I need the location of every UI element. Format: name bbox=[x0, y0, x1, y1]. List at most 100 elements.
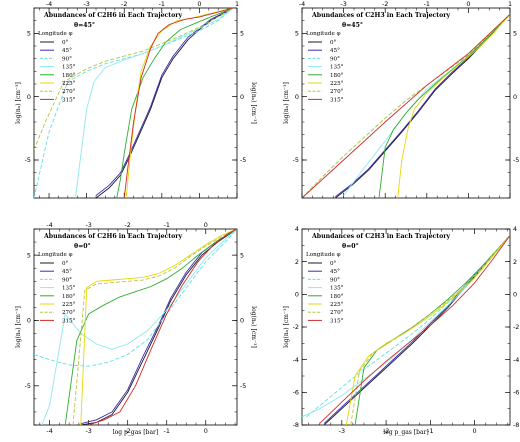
series-line-270deg bbox=[34, 8, 234, 151]
plot-frame bbox=[33, 228, 238, 426]
y-tick-label: 5 bbox=[27, 30, 31, 38]
series-group bbox=[34, 8, 234, 198]
right-y-tick-label: -8 bbox=[513, 421, 519, 429]
right-y-tick-label: 5 bbox=[240, 251, 244, 259]
right-y-tick-label: 0 bbox=[240, 317, 244, 325]
y-tick-label: 0 bbox=[295, 291, 299, 299]
x-tick-label: -3 bbox=[85, 427, 91, 435]
chart-subtitle: θ=0° bbox=[74, 243, 91, 250]
right-y-tick-label: -5 bbox=[240, 382, 246, 390]
legend-label: 315° bbox=[62, 97, 76, 103]
legend-title: Longitude φ bbox=[306, 31, 341, 37]
top-x-tick-label: -4 bbox=[299, 0, 305, 8]
y-tick-label: -8 bbox=[293, 421, 299, 429]
legend-label: 0° bbox=[62, 40, 69, 46]
legend-label: 90° bbox=[330, 56, 340, 62]
legend-label: 270° bbox=[62, 89, 76, 95]
legend-label: 270° bbox=[62, 310, 76, 316]
series-line-180deg bbox=[64, 229, 237, 425]
series-line-315deg bbox=[319, 235, 510, 424]
top-x-tick-label: 0 bbox=[197, 0, 201, 8]
y-tick-label: 0 bbox=[27, 317, 31, 325]
x-tick-label: -2 bbox=[125, 427, 131, 435]
chart-panel-4: -3 -2 -1 0 -8 -6 -4 -2 0 2 4 -8 -6 -4 -2 0 2 4 log(nₓ) [cm… bbox=[283, 225, 519, 436]
series-line-90deg bbox=[306, 235, 510, 418]
legend-label: 135° bbox=[330, 286, 344, 292]
y-axis-label: log(nₓ) [cm⁻³] bbox=[15, 306, 22, 348]
legend-title: Longitude φ bbox=[38, 31, 73, 37]
series-line-180deg bbox=[116, 8, 234, 198]
x-tick-label: -4 bbox=[46, 427, 52, 435]
y-axis-label: log(nₓ) [cm⁻³] bbox=[15, 82, 22, 124]
top-x-tick-label: -4 bbox=[46, 221, 52, 229]
y-tick-label: -4 bbox=[293, 356, 299, 364]
series-line-0deg bbox=[80, 229, 237, 425]
x-tick-label: 0 bbox=[204, 427, 208, 435]
top-x-tick-label: -2 bbox=[382, 0, 388, 8]
top-x-tick-label: -3 bbox=[340, 0, 346, 8]
x-tick-label: -1 bbox=[164, 427, 170, 435]
series-group bbox=[302, 235, 510, 425]
right-y-tick-label: 0 bbox=[513, 291, 517, 299]
chart-subtitle: θ=45° bbox=[342, 22, 363, 29]
legend-label: 225° bbox=[62, 81, 76, 87]
chart-title: Abundances of C2H6 in Each Trajectory bbox=[43, 233, 183, 240]
right-y-tick-label: 5 bbox=[513, 30, 517, 38]
chart-title: Abundances of C2H6 in Each Trajectory bbox=[43, 12, 183, 19]
legend-label: 270° bbox=[330, 89, 344, 95]
series-line-270deg bbox=[302, 13, 510, 198]
y-tick-label: 5 bbox=[27, 251, 31, 259]
top-x-tick-label: -2 bbox=[125, 221, 131, 229]
legend-label: 315° bbox=[62, 318, 76, 324]
legend-label: 90° bbox=[62, 56, 72, 62]
series-line-315deg bbox=[123, 8, 234, 198]
legend-label: 0° bbox=[62, 261, 69, 267]
right-y-axis-label: log(nₓ) [cm⁻³] bbox=[250, 306, 257, 348]
legend-label: 180° bbox=[62, 294, 76, 300]
top-x-tick-label: -1 bbox=[159, 0, 165, 8]
legend-label: 45° bbox=[62, 269, 72, 275]
series-line-315deg bbox=[302, 13, 510, 198]
y-tick-label: 2 bbox=[295, 258, 299, 266]
top-x-tick-label: 1 bbox=[508, 0, 512, 8]
plot-frame bbox=[301, 228, 511, 426]
chart-subtitle: θ=45° bbox=[74, 22, 95, 29]
top-x-tick-label: -2 bbox=[121, 0, 127, 8]
top-x-tick-label: 0 bbox=[204, 221, 208, 229]
chart-subtitle: θ=0° bbox=[342, 243, 359, 250]
chart-title: Abundances of C2H3 in Each Trajectory bbox=[311, 233, 451, 240]
series-line-90deg bbox=[34, 8, 234, 198]
legend-label: 180° bbox=[330, 294, 344, 300]
chart-panel-3: -4 -4 -3 -3 -2 -2 -1 -1 0 0 -5 0 5 -5 0 5 log(nₓ) [cm⁻³]… bbox=[15, 221, 257, 436]
y-tick-label: -6 bbox=[293, 389, 299, 397]
legend-label: 270° bbox=[330, 310, 344, 316]
y-tick-label: 0 bbox=[295, 93, 299, 101]
x-tick-label: -3 bbox=[339, 427, 345, 435]
series-line-270deg bbox=[72, 229, 237, 425]
y-tick-label: 5 bbox=[295, 30, 299, 38]
series-line-90deg bbox=[34, 229, 237, 367]
right-y-tick-label: -2 bbox=[513, 323, 519, 331]
x-tick-label: 0 bbox=[473, 427, 477, 435]
y-axis-label: log(nₓ) [cm⁻³] bbox=[283, 306, 290, 348]
x-tick-label: -2 bbox=[383, 427, 389, 435]
series-line-135deg bbox=[74, 8, 234, 198]
top-x-tick-label: -3 bbox=[83, 0, 89, 8]
legend-title: Longitude φ bbox=[306, 252, 341, 258]
right-y-tick-label: -5 bbox=[240, 156, 246, 164]
right-y-axis-label: log(nₓ) [cm⁻³] bbox=[250, 82, 257, 124]
chart-title: Abundances of C2H3 in Each Trajectory bbox=[311, 12, 451, 19]
y-tick-label: -5 bbox=[25, 156, 31, 164]
y-axis-label: log(nₓ) [cm⁻³] bbox=[283, 82, 290, 124]
top-x-tick-label: -1 bbox=[424, 0, 430, 8]
series-line-45deg bbox=[95, 8, 234, 196]
legend-label: 315° bbox=[330, 318, 344, 324]
right-y-tick-label: 0 bbox=[240, 93, 244, 101]
right-y-tick-label: 2 bbox=[513, 258, 517, 266]
legend-label: 225° bbox=[330, 81, 344, 87]
series-group bbox=[302, 13, 510, 198]
legend-title: Longitude φ bbox=[38, 252, 73, 258]
